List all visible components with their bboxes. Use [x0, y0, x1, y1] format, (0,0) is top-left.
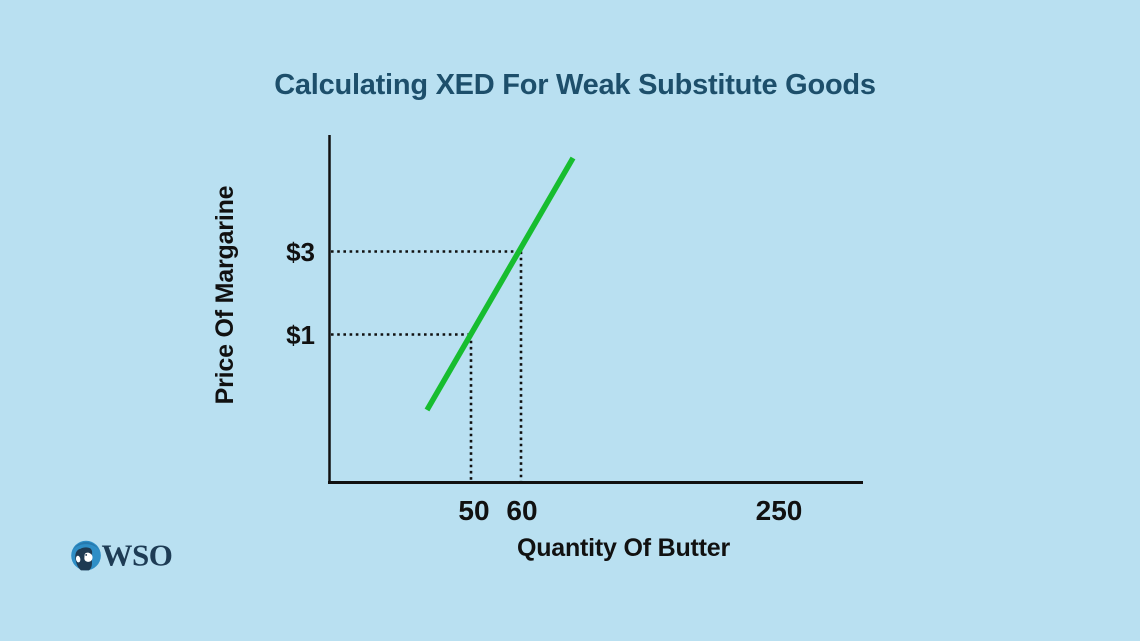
svg-text:Quantity Of Butter: Quantity Of Butter	[517, 534, 731, 562]
svg-text:$1: $1	[286, 320, 315, 350]
svg-text:$3: $3	[286, 237, 315, 267]
svg-text:60: 60	[506, 495, 537, 526]
svg-text:Price Of Margarine: Price Of Margarine	[211, 185, 239, 404]
svg-text:Calculating XED For Weak Subst: Calculating XED For Weak Substitute Good…	[274, 69, 876, 101]
svg-text:WSO: WSO	[102, 538, 173, 573]
svg-text:50: 50	[458, 495, 489, 526]
svg-text:250: 250	[756, 495, 803, 526]
